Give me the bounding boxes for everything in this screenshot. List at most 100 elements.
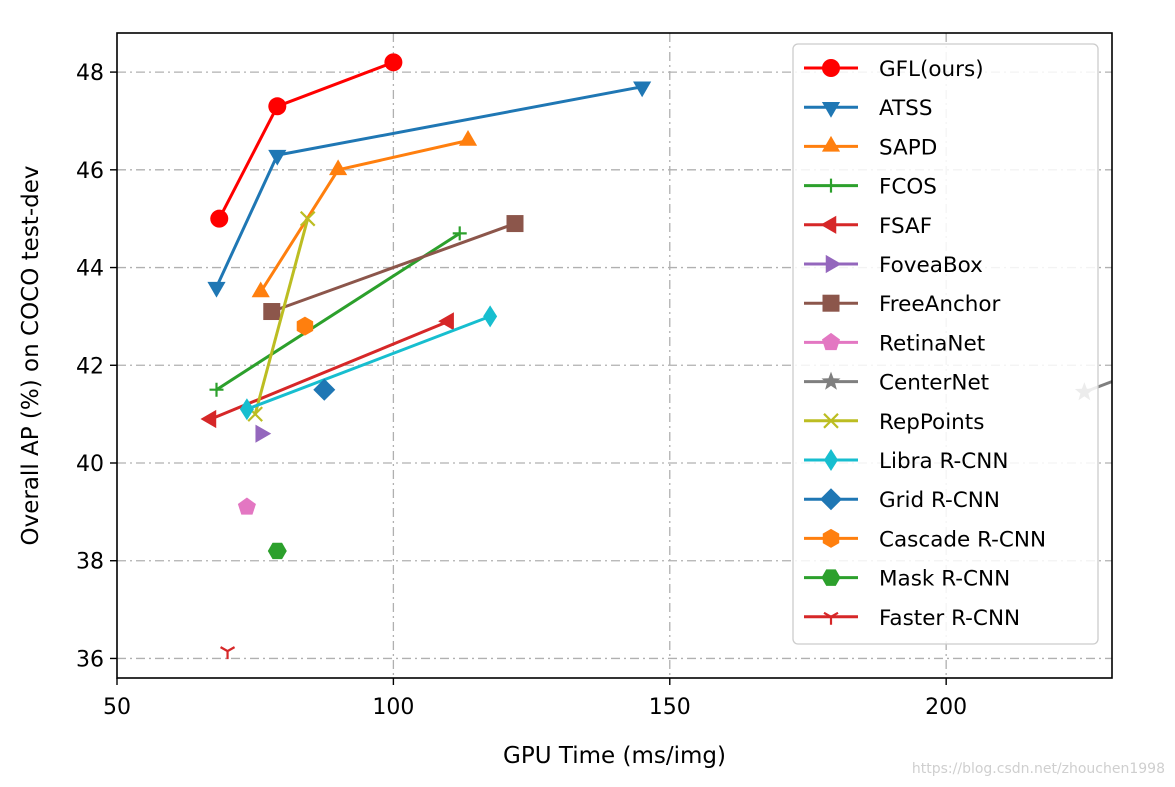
legend-item-libra-r-cnn: Libra R-CNN xyxy=(804,449,1008,474)
legend-marker-retinanet xyxy=(821,332,841,351)
legend-label-mask-r-cnn: Mask R-CNN xyxy=(879,567,1010,592)
legend-box xyxy=(792,43,1099,645)
legend-marker-cascade-r-cnn xyxy=(822,528,840,548)
data-point-sapd xyxy=(329,159,348,176)
x-tick-label: 100 xyxy=(372,695,414,720)
legend-item-grid-r-cnn: Grid R-CNN xyxy=(804,488,1000,513)
series-atss xyxy=(207,81,652,298)
legend-marker-atss xyxy=(821,101,841,118)
legend-marker-freeanchor xyxy=(822,294,840,312)
series-foveabox xyxy=(255,424,272,443)
y-tick-label: 42 xyxy=(76,354,104,379)
data-point-faster-r-cnn xyxy=(220,646,236,660)
x-tick-label: 200 xyxy=(925,695,967,720)
legend-marker-sapd xyxy=(821,135,841,152)
series-sapd xyxy=(251,130,478,298)
legend-item-atss: ATSS xyxy=(804,96,932,121)
series-line-reppoints xyxy=(253,218,310,415)
legend-marker-faster-r-cnn xyxy=(823,611,839,625)
legend-marker-fcos xyxy=(824,178,838,193)
series-faster-r-cnn xyxy=(220,646,236,660)
data-point-gfl-ours xyxy=(384,53,403,72)
y-axis-label: Overall AP (%) on COCO test-dev xyxy=(18,166,44,546)
legend-label-reppoints: RepPoints xyxy=(879,410,984,435)
legend-label-fsaf: FSAF xyxy=(879,214,932,239)
series-mask-r-cnn xyxy=(267,542,287,560)
legend-marker-mask-r-cnn xyxy=(821,569,841,586)
data-point-fsaf xyxy=(438,312,454,331)
legend-item-fcos: FCOS xyxy=(804,175,937,200)
series-fsaf xyxy=(200,312,454,429)
legend-marker-reppoints xyxy=(823,413,839,429)
legend-item-fsaf: FSAF xyxy=(804,214,932,239)
data-point-gfl-ours xyxy=(210,209,229,228)
data-point-cascade-r-cnn xyxy=(296,316,314,336)
legend-item-centernet: CenterNet xyxy=(804,371,989,396)
data-point-reppoints xyxy=(299,210,316,227)
data-point-fcos xyxy=(209,382,224,397)
legend-label-centernet: CenterNet xyxy=(879,371,989,396)
data-point-sapd xyxy=(251,281,270,298)
legend: GFL(ours) ATSS SAPD FCOS FSAF FoveaBox FreeAnc… xyxy=(792,43,1099,645)
data-point-gfl-ours xyxy=(268,97,287,116)
data-point-atss xyxy=(633,81,652,98)
legend-marker-libra-r-cnn xyxy=(824,449,838,471)
legend-item-sapd: SAPD xyxy=(804,135,937,160)
data-point-freeanchor xyxy=(263,303,281,321)
series-cascade-r-cnn xyxy=(296,316,314,336)
legend-label-foveabox: FoveaBox xyxy=(879,253,983,278)
legend-marker-foveabox xyxy=(825,254,842,274)
data-point-libra-r-cnn xyxy=(239,398,254,421)
x-axis-label: GPU Time (ms/img) xyxy=(503,743,726,769)
legend-label-freeanchor: FreeAnchor xyxy=(879,292,1001,317)
data-point-libra-r-cnn xyxy=(483,305,498,328)
legend-item-faster-r-cnn: Faster R-CNN xyxy=(804,606,1020,631)
legend-item-reppoints: RepPoints xyxy=(804,410,984,435)
series-line-freeanchor xyxy=(271,222,516,313)
y-tick-label: 48 xyxy=(76,61,104,86)
series-libra-r-cnn xyxy=(239,305,498,421)
data-point-atss xyxy=(207,281,226,298)
y-tick-label: 40 xyxy=(76,452,104,477)
data-point-foveabox xyxy=(255,424,272,443)
series-freeanchor xyxy=(263,215,524,321)
series-gfl-ours xyxy=(210,53,403,228)
legend-item-freeanchor: FreeAnchor xyxy=(804,292,1001,317)
data-point-grid-r-cnn xyxy=(313,378,336,401)
axis-ticks: 50 100 150 200 36 38 40 42 44 46 48 xyxy=(76,61,967,720)
y-tick-label: 46 xyxy=(76,159,104,184)
legend-label-gfl-ours: GFL(ours) xyxy=(879,57,984,82)
x-tick-label: 50 xyxy=(103,695,131,720)
legend-label-libra-r-cnn: Libra R-CNN xyxy=(879,449,1008,474)
legend-item-cascade-r-cnn: Cascade R-CNN xyxy=(804,527,1046,552)
legend-item-foveabox: FoveaBox xyxy=(804,253,983,278)
y-tick-label: 44 xyxy=(76,257,104,282)
legend-label-grid-r-cnn: Grid R-CNN xyxy=(879,488,1000,513)
watermark: https://blog.csdn.net/zhouchen1998 xyxy=(912,761,1165,777)
legend-label-fcos: FCOS xyxy=(879,175,937,200)
data-point-retinanet xyxy=(237,497,256,515)
plot-frame xyxy=(116,32,1113,679)
legend-label-atss: ATSS xyxy=(879,96,932,121)
data-point-atss xyxy=(268,149,287,166)
data-point-freeanchor xyxy=(506,215,524,233)
legend-marker-fsaf xyxy=(820,215,837,234)
legend-label-cascade-r-cnn: Cascade R-CNN xyxy=(879,527,1046,552)
data-point-sapd xyxy=(458,130,478,146)
legend-item-retinanet: RetinaNet xyxy=(804,331,985,356)
series-line-libra-r-cnn xyxy=(246,315,491,411)
series-retinanet xyxy=(237,497,256,515)
legend-marker-gfl-ours xyxy=(822,59,840,77)
y-tick-label: 38 xyxy=(76,550,104,575)
legend-marker-grid-r-cnn xyxy=(820,488,842,511)
data-point-mask-r-cnn xyxy=(267,542,287,560)
series-grid-r-cnn xyxy=(313,378,336,401)
legend-item-gfl-ours: GFL(ours) xyxy=(804,57,984,82)
y-tick-label: 36 xyxy=(76,647,104,672)
legend-label-retinanet: RetinaNet xyxy=(879,331,985,356)
legend-item-mask-r-cnn: Mask R-CNN xyxy=(804,567,1010,592)
legend-label-faster-r-cnn: Faster R-CNN xyxy=(879,606,1020,631)
data-point-fsaf xyxy=(200,409,217,429)
data-point-fcos xyxy=(452,226,467,241)
